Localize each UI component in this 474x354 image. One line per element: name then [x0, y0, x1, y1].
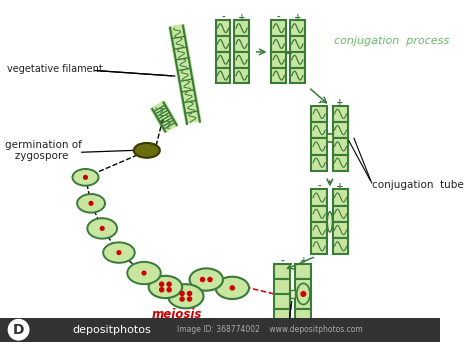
Bar [234, 36, 249, 52]
Text: germination of
   zygospore: germination of zygospore [5, 139, 82, 161]
Circle shape [180, 297, 184, 301]
Circle shape [167, 282, 171, 286]
Bar [271, 52, 286, 68]
Bar [333, 155, 348, 171]
Bar [0, 318, 440, 342]
Bar [216, 36, 230, 52]
Bar [311, 206, 327, 222]
Bar [333, 238, 348, 255]
Bar [271, 36, 286, 52]
Circle shape [167, 288, 171, 292]
Circle shape [160, 282, 164, 286]
Ellipse shape [134, 143, 160, 158]
Circle shape [208, 278, 212, 281]
Bar [290, 290, 295, 298]
Circle shape [142, 271, 146, 275]
Bar [333, 206, 348, 222]
Text: D: D [13, 323, 24, 337]
Text: -: - [221, 13, 225, 22]
Text: -: - [318, 98, 321, 108]
Text: conjugation  tube: conjugation tube [372, 180, 464, 190]
Text: conjugation  process: conjugation process [335, 36, 450, 46]
Circle shape [230, 286, 234, 290]
Ellipse shape [297, 283, 310, 304]
Bar [271, 20, 286, 36]
Circle shape [117, 251, 121, 255]
Bar [311, 238, 327, 255]
Bar [290, 20, 305, 36]
Bar [311, 122, 327, 138]
Bar [311, 189, 327, 206]
Bar [295, 294, 311, 309]
Bar [333, 189, 348, 206]
Ellipse shape [328, 212, 332, 232]
Bar [234, 20, 249, 36]
Text: +: + [293, 13, 301, 22]
Bar [311, 138, 327, 155]
Circle shape [160, 288, 164, 292]
Ellipse shape [216, 277, 249, 299]
Bar [216, 20, 230, 36]
Bar [311, 222, 327, 238]
Bar [333, 138, 348, 155]
Circle shape [180, 291, 184, 296]
Bar [271, 68, 286, 84]
Circle shape [188, 297, 191, 301]
Bar [295, 309, 311, 324]
Text: meiosis: meiosis [151, 308, 202, 321]
Bar [295, 279, 311, 294]
Bar [234, 68, 249, 84]
Ellipse shape [103, 242, 135, 263]
Bar [290, 52, 305, 68]
Circle shape [9, 319, 29, 340]
Text: -: - [277, 13, 281, 22]
Ellipse shape [168, 284, 203, 308]
Bar [290, 36, 305, 52]
Text: -: - [280, 256, 284, 266]
Text: +: + [336, 98, 344, 108]
Text: +: + [336, 182, 344, 191]
Ellipse shape [77, 194, 105, 213]
Circle shape [301, 292, 306, 296]
Text: Image ID: 368774002    www.depositphotos.com: Image ID: 368774002 www.depositphotos.co… [177, 325, 362, 334]
Bar [333, 122, 348, 138]
Ellipse shape [128, 262, 161, 284]
Bar [216, 52, 230, 68]
Text: vegetative filament: vegetative filament [8, 64, 103, 74]
Bar [274, 264, 290, 279]
Circle shape [89, 201, 93, 205]
Bar [311, 106, 327, 122]
Text: depositphotos: depositphotos [73, 325, 151, 335]
Ellipse shape [149, 276, 182, 298]
Circle shape [201, 278, 205, 281]
Bar [327, 134, 333, 142]
Bar [274, 309, 290, 324]
Circle shape [100, 227, 104, 230]
Bar [333, 106, 348, 122]
Bar [311, 155, 327, 171]
Text: -: - [318, 182, 321, 191]
Bar [327, 218, 333, 226]
Text: +: + [300, 256, 307, 266]
Text: zygospore: zygospore [268, 326, 321, 336]
Circle shape [83, 176, 87, 179]
Bar [274, 279, 290, 294]
Ellipse shape [87, 218, 117, 239]
Bar [290, 68, 305, 84]
Ellipse shape [190, 268, 223, 291]
Text: +: + [238, 13, 246, 22]
Circle shape [188, 291, 191, 296]
Ellipse shape [73, 169, 99, 186]
Bar [333, 222, 348, 238]
Bar [216, 68, 230, 84]
Bar [234, 52, 249, 68]
Bar [295, 264, 311, 279]
Bar [274, 294, 290, 309]
